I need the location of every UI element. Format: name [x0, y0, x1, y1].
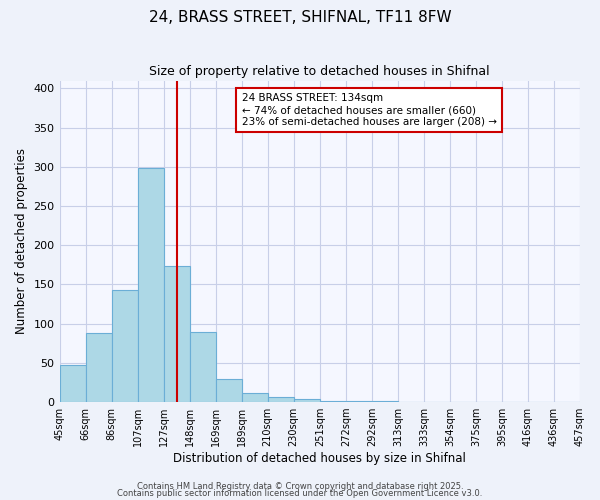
- Bar: [190, 332, 215, 402]
- Text: 24 BRASS STREET: 134sqm
← 74% of detached houses are smaller (660)
23% of semi-d: 24 BRASS STREET: 134sqm ← 74% of detache…: [242, 94, 497, 126]
- Text: Contains HM Land Registry data © Crown copyright and database right 2025.: Contains HM Land Registry data © Crown c…: [137, 482, 463, 491]
- Text: Contains public sector information licensed under the Open Government Licence v3: Contains public sector information licen…: [118, 489, 482, 498]
- Text: 24, BRASS STREET, SHIFNAL, TF11 8FW: 24, BRASS STREET, SHIFNAL, TF11 8FW: [149, 10, 451, 25]
- Bar: [86, 333, 112, 402]
- Bar: [268, 396, 294, 402]
- Bar: [59, 365, 86, 402]
- Bar: [164, 266, 190, 402]
- Bar: [112, 290, 137, 402]
- Y-axis label: Number of detached properties: Number of detached properties: [15, 148, 28, 334]
- Bar: [137, 168, 164, 402]
- Bar: [320, 400, 346, 402]
- Bar: [242, 392, 268, 402]
- Bar: [215, 378, 242, 402]
- Bar: [294, 399, 320, 402]
- X-axis label: Distribution of detached houses by size in Shifnal: Distribution of detached houses by size …: [173, 452, 466, 465]
- Title: Size of property relative to detached houses in Shifnal: Size of property relative to detached ho…: [149, 65, 490, 78]
